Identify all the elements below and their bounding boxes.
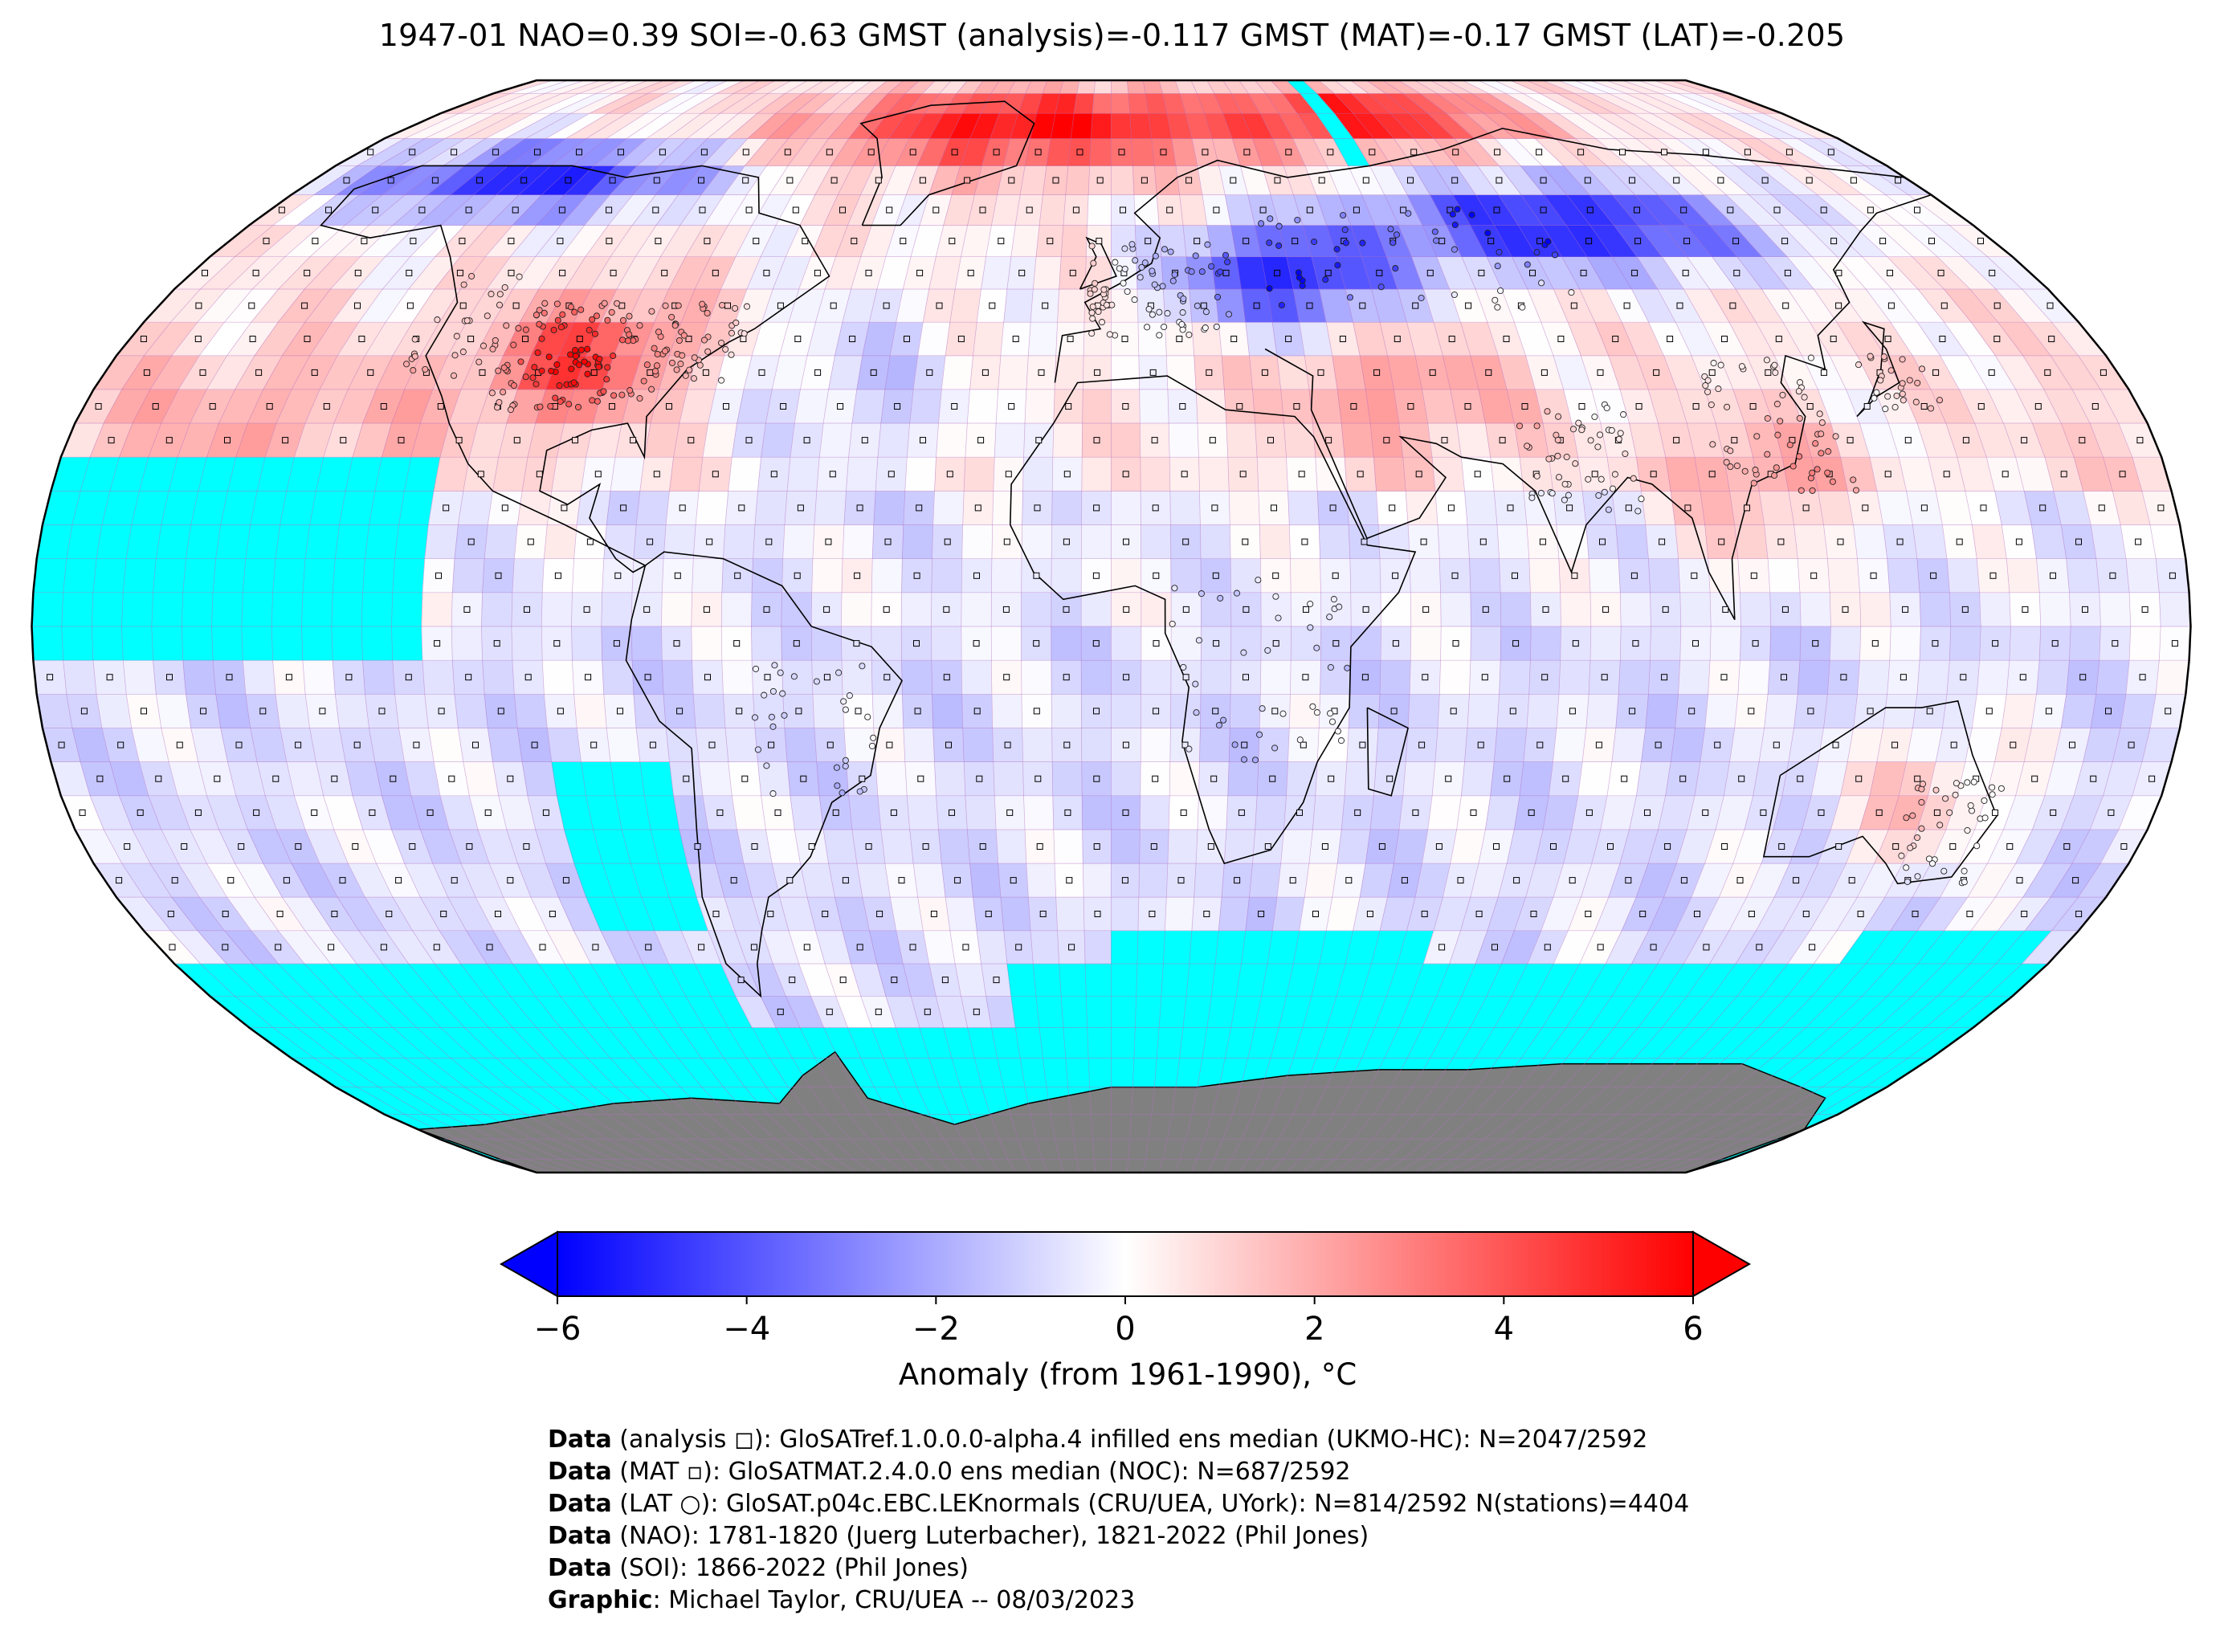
colorbar-gradient [557,1231,1694,1297]
colorbar-min-extension [499,1230,558,1298]
colorbar-tick-label: −2 [912,1311,960,1348]
credit-line-mat: Data (MAT ▫): GloSATMAT.2.4.0.0 ens medi… [548,1458,1351,1486]
colorbar-tick-label: 6 [1683,1311,1704,1348]
credit-line-analysis: Data (analysis ◻): GloSATref.1.0.0.0-alp… [548,1426,1648,1454]
map-title: 1947-01 NAO=0.39 SOI=-0.63 GMST (analysi… [378,18,1846,53]
colorbar-tick-label: −6 [533,1311,582,1348]
credit-line-soi: Data (SOI): 1866-2022 (Phil Jones) [548,1554,969,1582]
colorbar-label: Anomaly (from 1961-1990), °C [898,1357,1357,1392]
colorbar-max-extension [1692,1230,1752,1298]
colorbar-tick-label: 0 [1115,1311,1136,1348]
colorbar-tick-label: 2 [1304,1311,1325,1348]
colorbar-tick-label: 4 [1493,1311,1515,1348]
credit-line-lat: Data (LAT ○): GloSAT.p04c.EBC.LEKnormals… [548,1490,1690,1518]
credit-line-graphic: Graphic: Michael Taylor, CRU/UEA -- 08/0… [548,1586,1136,1614]
colorbar-ticks [557,1296,1694,1304]
data-credits: Data (analysis ◻): GloSATref.1.0.0.0-alp… [548,1424,1689,1617]
credit-line-nao: Data (NAO): 1781-1820 (Juerg Luterbacher… [548,1522,1369,1550]
colorbar-tick-label: −4 [723,1311,771,1348]
